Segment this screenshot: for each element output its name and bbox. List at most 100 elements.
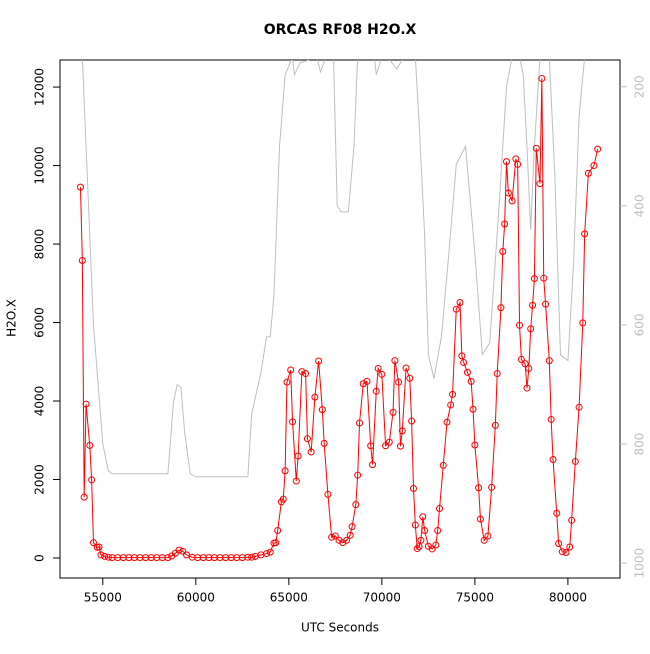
data-point: [244, 553, 252, 561]
y-tick-label: 4000: [33, 386, 47, 417]
data-point: [532, 144, 540, 152]
data-point: [76, 183, 84, 191]
data-point: [571, 457, 579, 465]
data-point: [302, 370, 310, 378]
data-point: [298, 368, 306, 376]
y2-tick-label: 800: [633, 433, 647, 456]
data-point: [493, 370, 501, 378]
data-point: [396, 442, 404, 450]
data-point: [289, 418, 297, 426]
data-point: [389, 408, 397, 416]
data-point: [354, 471, 362, 479]
data-point: [504, 189, 512, 197]
data-point: [523, 384, 531, 392]
data-point: [266, 548, 274, 556]
series-line: [81, 60, 585, 478]
data-point: [428, 545, 436, 553]
data-point: [521, 360, 529, 368]
y-tick-label: 0: [33, 554, 47, 562]
data-point: [540, 274, 548, 282]
data-point: [359, 380, 367, 388]
data-point: [436, 505, 444, 513]
data-point: [419, 513, 427, 521]
data-point: [434, 527, 442, 535]
data-point: [594, 145, 602, 153]
data-point: [508, 197, 516, 205]
x-axis-label: UTC Seconds: [301, 621, 379, 635]
data-point: [501, 220, 509, 228]
data-point: [579, 319, 587, 327]
data-point: [575, 403, 583, 411]
x-tick-label: 60000: [177, 591, 215, 605]
chart-title: ORCAS RF08 H2O.X: [264, 22, 417, 38]
data-point: [272, 539, 280, 547]
y-tick-label: 8000: [33, 229, 47, 260]
y2-tick-label: 600: [633, 314, 647, 337]
data-point: [527, 325, 535, 333]
data-point: [82, 400, 90, 408]
data-point: [538, 74, 546, 82]
data-point: [287, 366, 295, 374]
data-point: [516, 321, 524, 329]
data-point: [497, 304, 505, 312]
data-point: [281, 467, 289, 475]
data-point: [311, 393, 319, 401]
y-tick-label: 6000: [33, 307, 47, 338]
data-point: [439, 461, 447, 469]
data-point: [307, 448, 315, 456]
data-point: [499, 248, 507, 256]
x-tick-label: 75000: [456, 591, 494, 605]
data-point: [175, 546, 183, 554]
data-point: [292, 477, 300, 485]
series-line: [79, 78, 599, 559]
data-point: [97, 551, 105, 559]
data-point: [491, 421, 499, 429]
data-point: [343, 536, 351, 544]
data-point: [86, 441, 94, 449]
data-point: [542, 300, 550, 308]
data-point: [348, 523, 356, 531]
plot-frame: [59, 59, 621, 579]
data-point: [530, 275, 538, 283]
x-tick-label: 70000: [363, 591, 401, 605]
data-point: [328, 533, 336, 541]
data-point: [590, 162, 598, 170]
data-point: [374, 364, 382, 372]
data-point: [367, 442, 375, 450]
x-tick-label: 80000: [549, 591, 587, 605]
data-point: [417, 536, 425, 544]
data-point: [562, 548, 570, 556]
data-point: [488, 483, 496, 491]
data-point: [80, 493, 88, 501]
data-point: [568, 516, 576, 524]
y2-tick-label: 200: [633, 75, 647, 98]
data-point: [382, 442, 390, 450]
data-point: [517, 355, 525, 363]
data-point: [346, 531, 354, 539]
data-point: [452, 305, 460, 313]
y-axis-label: H2O.X: [5, 299, 19, 337]
y-tick-label: 12000: [33, 68, 47, 106]
data-point: [391, 357, 399, 365]
y-tick-label: 2000: [33, 464, 47, 495]
data-point: [324, 490, 332, 498]
y-tick-label: 10000: [33, 146, 47, 184]
data-point: [88, 476, 96, 484]
data-point: [318, 406, 326, 414]
data-point: [369, 461, 377, 469]
data-point: [294, 452, 302, 460]
data-point: [406, 374, 414, 382]
data-point: [529, 301, 537, 309]
data-point: [458, 352, 466, 360]
data-point: [378, 370, 386, 378]
data-point: [476, 515, 484, 523]
data-point: [104, 553, 112, 561]
data-point: [101, 552, 109, 560]
data-point: [398, 427, 406, 435]
data-point: [331, 532, 339, 540]
data-point: [463, 368, 471, 376]
data-point: [315, 357, 323, 365]
data-point: [467, 377, 475, 385]
data-point: [283, 378, 291, 386]
